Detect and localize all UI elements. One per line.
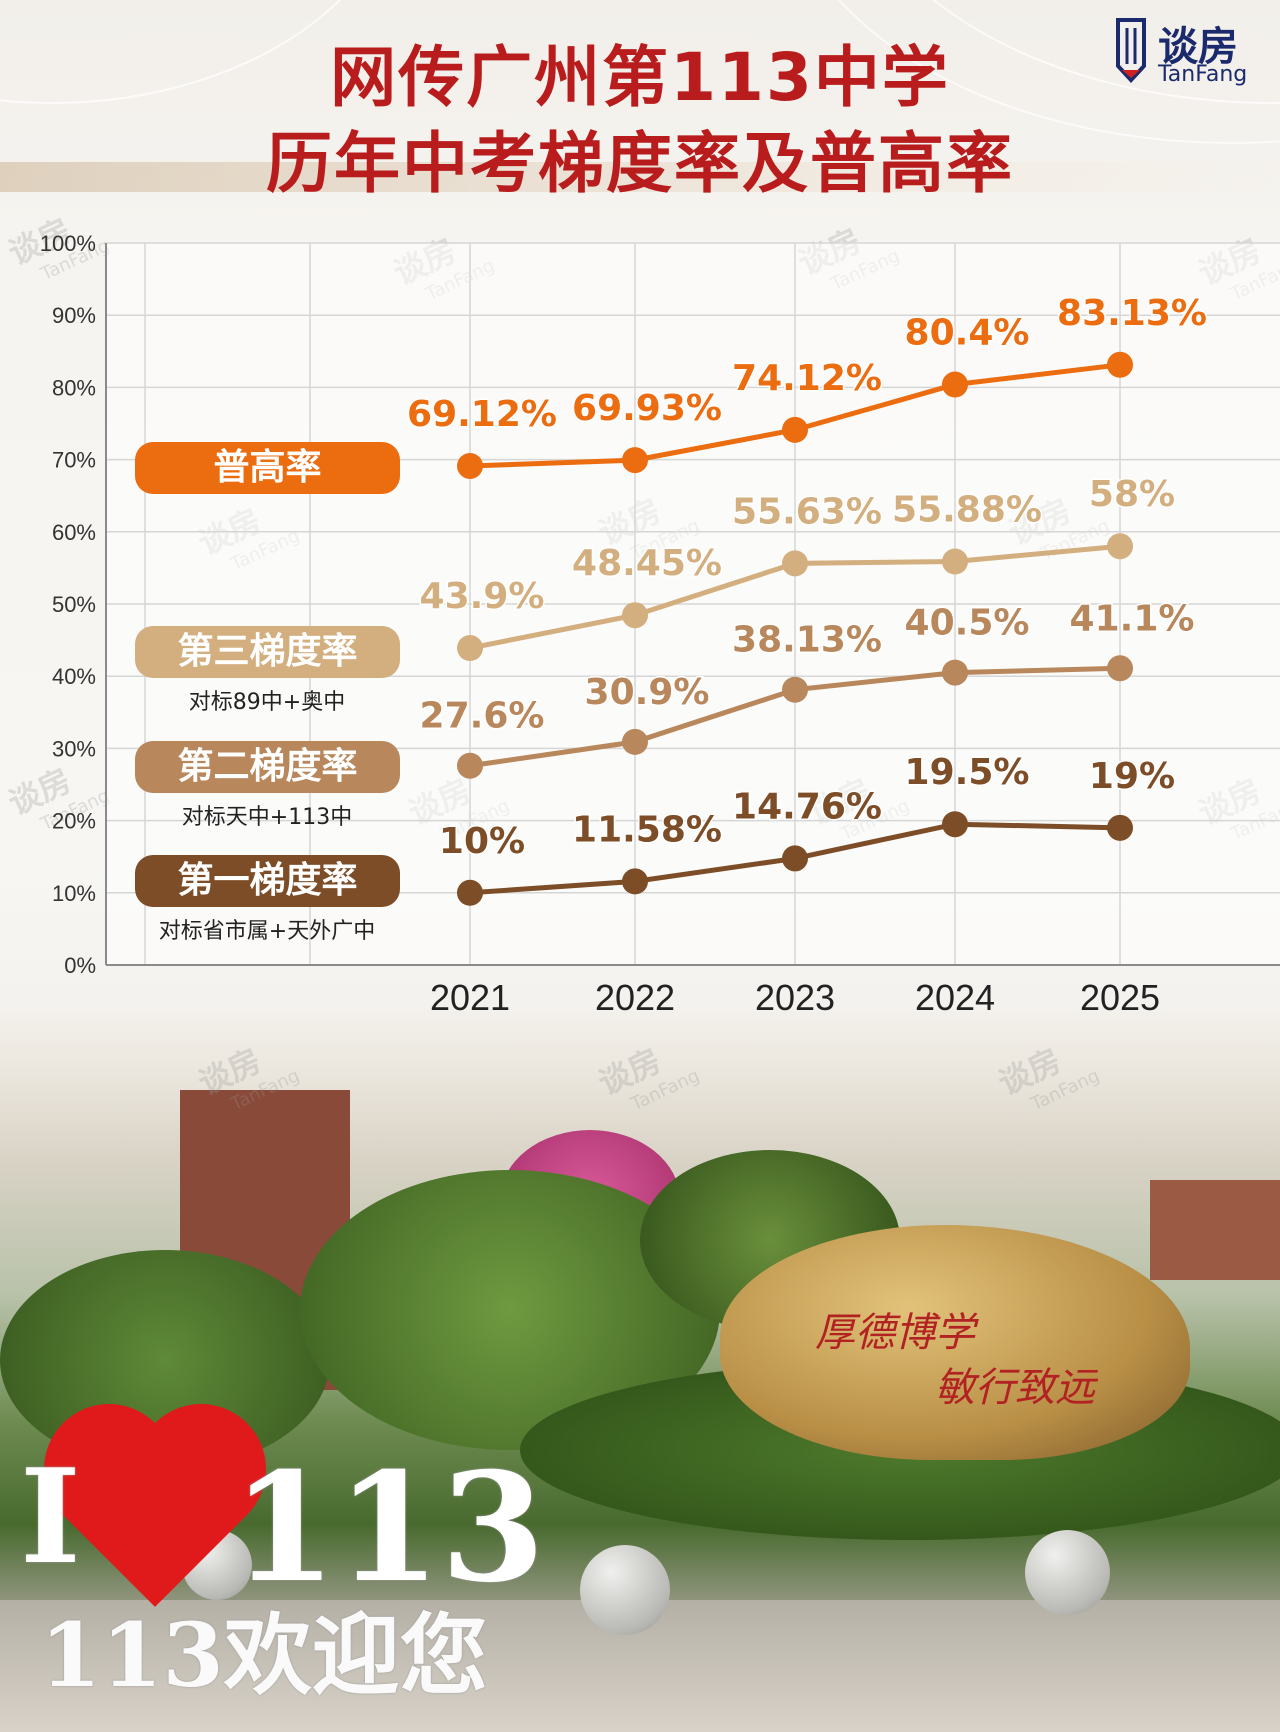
data-label: 19% — [1089, 756, 1175, 797]
data-label: 83.13% — [1057, 293, 1207, 334]
data-point — [457, 635, 483, 662]
legend-pill-tier1: 第一梯度率 — [135, 855, 400, 907]
data-point — [622, 447, 648, 474]
x-tick-label: 2024 — [915, 977, 995, 1018]
data-label: 10% — [439, 821, 525, 862]
data-label: 80.4% — [905, 313, 1030, 354]
y-tick-label: 50% — [52, 592, 96, 617]
sign-number: 113 — [232, 1440, 546, 1616]
data-point — [622, 728, 648, 755]
data-point — [942, 548, 968, 575]
title-line-2: 历年中考梯度率及普高率 — [266, 125, 1014, 202]
inscribed-rock — [720, 1225, 1190, 1460]
data-point — [1107, 351, 1133, 378]
tanfang-logo: 谈房 TanFang — [1114, 14, 1264, 94]
data-label: 38.13% — [732, 620, 882, 661]
x-tick-label: 2021 — [430, 977, 510, 1018]
x-tick-label: 2025 — [1080, 977, 1160, 1018]
data-label: 19.5% — [905, 752, 1030, 793]
data-label: 27.6% — [420, 696, 545, 737]
sign-welcome: 113欢迎您 — [40, 1603, 488, 1707]
data-point — [782, 416, 808, 443]
y-tick-label: 60% — [52, 520, 96, 545]
line-chart: 0% 10% 20% 30% 40% 50% 60% 70% 80% 90% 100% 2021 202… — [40, 231, 1280, 1018]
data-point — [1107, 533, 1133, 560]
title-line-1: 网传广州第113中学 — [330, 39, 950, 116]
data-point — [942, 659, 968, 686]
sign-letter-i: I — [20, 1440, 81, 1593]
legend-pill-tier3: 第三梯度率 — [135, 626, 400, 678]
data-label: 55.63% — [732, 491, 882, 532]
data-label: 41.1% — [1070, 598, 1195, 639]
data-label: 55.88% — [892, 490, 1042, 531]
data-label: 69.93% — [572, 388, 722, 429]
title-underline-band — [0, 162, 1280, 192]
data-point — [457, 752, 483, 779]
y-tick-label: 80% — [52, 375, 96, 400]
data-label: 43.9% — [420, 576, 545, 617]
data-label: 48.45% — [572, 543, 722, 584]
school-building — [1150, 1180, 1280, 1280]
rock-inscription-2: 敏行致远 — [935, 1365, 1095, 1411]
data-label: 30.9% — [585, 672, 710, 713]
data-point — [782, 550, 808, 577]
logo-text-cn: 谈房 — [1158, 24, 1238, 70]
y-tick-label: 0% — [64, 953, 96, 978]
x-tick-label: 2022 — [595, 977, 675, 1018]
stone-ball — [1025, 1530, 1110, 1615]
legend-subtitle-tier1: 对标省市属+天外广中 — [158, 919, 376, 944]
legend-subtitle-tier3: 对标89中+奥中 — [188, 690, 346, 715]
data-label: 58% — [1089, 474, 1175, 515]
rock-inscription-1: 厚德博学 — [815, 1310, 975, 1356]
y-tick-label: 40% — [52, 664, 96, 689]
data-point — [782, 845, 808, 872]
legend-subtitle-tier2: 对标天中+113中 — [181, 805, 353, 830]
y-tick-label: 20% — [52, 809, 96, 834]
data-label: 74.12% — [732, 358, 882, 399]
data-point — [942, 371, 968, 398]
y-tick-label: 70% — [52, 448, 96, 473]
y-tick-label: 30% — [52, 736, 96, 761]
legend-pill-pugao: 普高率 — [135, 442, 400, 494]
data-label: 69.12% — [407, 394, 557, 435]
stone-ball — [580, 1545, 670, 1635]
y-tick-label: 100% — [40, 231, 96, 256]
data-point — [622, 602, 648, 629]
data-point — [1107, 814, 1133, 841]
logo-text-en: TanFang — [1158, 62, 1248, 87]
data-point — [457, 452, 483, 479]
data-label: 40.5% — [905, 603, 1030, 644]
y-tick-label: 90% — [52, 303, 96, 328]
data-label: 14.76% — [732, 786, 882, 827]
data-point — [622, 868, 648, 895]
x-tick-label: 2023 — [755, 977, 835, 1018]
logo-mark-icon — [1116, 18, 1146, 83]
data-point — [1107, 655, 1133, 682]
data-label: 11.58% — [572, 809, 722, 850]
legend-pill-tier2: 第二梯度率 — [135, 741, 400, 793]
y-tick-label: 10% — [52, 881, 96, 906]
data-point — [782, 676, 808, 703]
data-point — [942, 811, 968, 838]
data-point — [457, 879, 483, 906]
